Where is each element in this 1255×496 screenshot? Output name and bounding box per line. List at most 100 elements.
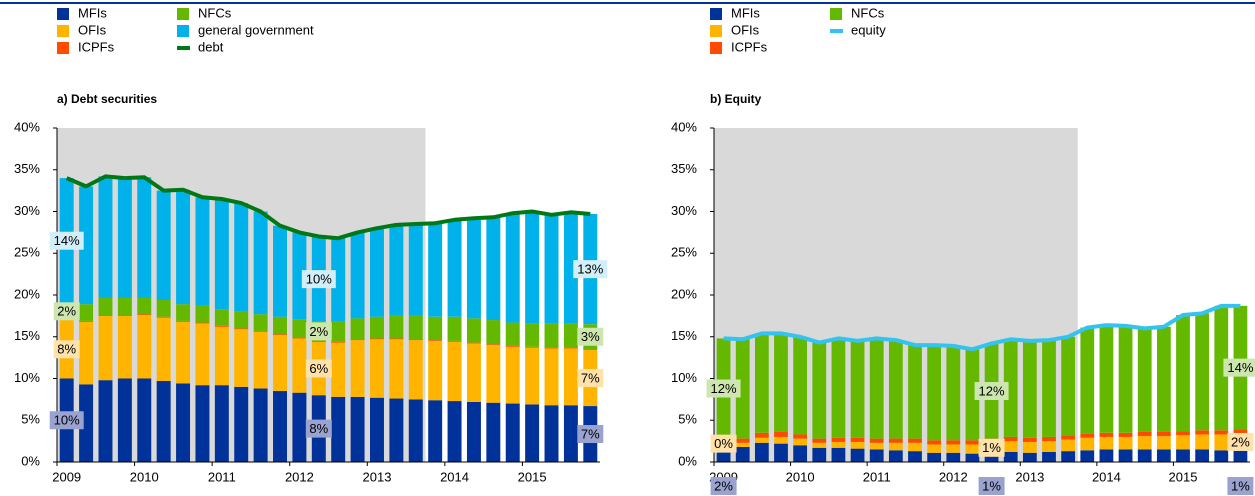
bar-segment: [253, 314, 268, 331]
annotation: 2%: [309, 324, 328, 339]
bar-segment: [869, 442, 884, 450]
x-tick-label: 2015: [518, 469, 547, 484]
bar-segment: [1003, 436, 1018, 442]
x-tick-label: 2012: [285, 469, 314, 484]
bar-segment: [888, 340, 903, 439]
bar-segment: [1099, 449, 1114, 462]
bar-segment: [1099, 436, 1114, 450]
bar-segment: [563, 323, 578, 348]
y-tick-label: 35%: [671, 161, 697, 176]
annotation-box: [49, 231, 84, 250]
x-tick-label: 2010: [130, 469, 159, 484]
bar-segment: [447, 401, 462, 462]
annotation-box: [53, 302, 80, 321]
legend-swatch: [710, 8, 722, 20]
annotation-box: [1223, 358, 1255, 377]
annotation-box: [1227, 432, 1254, 451]
bar-segment: [850, 448, 865, 462]
bar-segment: [234, 311, 249, 329]
bar-segment: [1061, 336, 1076, 436]
bar-segment: [466, 343, 481, 402]
bar-segment: [1061, 451, 1076, 462]
bar-segment: [234, 386, 249, 462]
bar-segment: [812, 342, 827, 439]
bar-segment: [1214, 434, 1229, 451]
annotation-box: [573, 260, 608, 279]
y-tick-label: 5%: [21, 412, 40, 427]
panel-title: b) Equity: [710, 92, 762, 106]
annotation-box: [978, 477, 1005, 495]
annotation-box: [301, 270, 336, 289]
y-tick-label: 25%: [14, 245, 40, 260]
bar-segment: [831, 441, 846, 448]
bar-segment: [1195, 434, 1210, 450]
bar-segment: [117, 315, 132, 379]
bar-segment: [793, 434, 808, 439]
legend-label: NFCs: [851, 5, 885, 20]
annotation: 8%: [309, 421, 328, 436]
legend-label: OFIs: [78, 22, 107, 37]
bar-segment: [195, 305, 210, 323]
bar-segment: [486, 402, 501, 462]
annotation-box: [974, 382, 1009, 401]
bar-segment: [754, 432, 769, 438]
bar-segment: [774, 436, 788, 444]
bar-segment: [350, 396, 365, 462]
annotation: 0%: [714, 436, 733, 451]
x-tick-label: 2012: [939, 469, 968, 484]
bar-segment: [525, 346, 540, 348]
bar-segment: [486, 345, 501, 403]
bar-segment: [1176, 435, 1190, 450]
bar-segment: [389, 398, 404, 462]
bar-segment: [486, 320, 501, 345]
bar-segment: [908, 438, 922, 443]
legend-label: debt: [198, 39, 224, 54]
bar-segment: [505, 345, 520, 347]
y-tick-label: 20%: [14, 286, 40, 301]
bar-segment: [563, 212, 578, 324]
bar-segment: [428, 340, 443, 341]
legend-swatch: [177, 46, 190, 50]
bar-segment: [1080, 437, 1095, 451]
bar-segment: [117, 297, 132, 316]
bar-segment: [735, 339, 750, 439]
legend-label: ICPFs: [731, 39, 768, 54]
bar-segment: [1195, 430, 1210, 435]
bar-segment: [1042, 451, 1056, 462]
bar-segment: [389, 339, 404, 399]
bar-segment: [1022, 441, 1037, 453]
bar-segment: [117, 178, 132, 298]
annotation: 14%: [1227, 360, 1253, 375]
bar-segment: [735, 442, 750, 447]
bar-segment: [946, 444, 961, 453]
bar-segment: [946, 452, 961, 462]
bar-segment: [1195, 449, 1210, 462]
bar-segment: [408, 340, 423, 400]
bar-segment: [331, 321, 346, 342]
bar-segment: [292, 338, 307, 393]
legend-label: equity: [851, 22, 886, 37]
bar-segment: [793, 438, 808, 446]
legend-swatch: [57, 8, 69, 20]
bar-segment: [234, 203, 249, 312]
annotation-box: [710, 434, 737, 453]
bar-segment: [253, 211, 268, 315]
legend-swatch: [830, 8, 842, 20]
bar-segment: [927, 452, 942, 462]
bar-segment: [1195, 313, 1210, 431]
bar-segment: [370, 228, 384, 317]
bar-segment: [1042, 436, 1056, 442]
bar-segment: [1214, 305, 1229, 431]
legend-swatch: [710, 25, 722, 37]
top-rule: [0, 2, 1255, 4]
y-tick-label: 35%: [14, 161, 40, 176]
annotation-box: [978, 438, 1005, 457]
bar-segment: [1233, 429, 1248, 434]
bar-segment: [350, 318, 365, 340]
annotation: 10%: [306, 272, 332, 287]
annotation-box: [577, 369, 604, 388]
y-tick-label: 10%: [671, 370, 697, 385]
bar-segment: [389, 315, 404, 339]
x-tick-label: 2014: [440, 469, 469, 484]
